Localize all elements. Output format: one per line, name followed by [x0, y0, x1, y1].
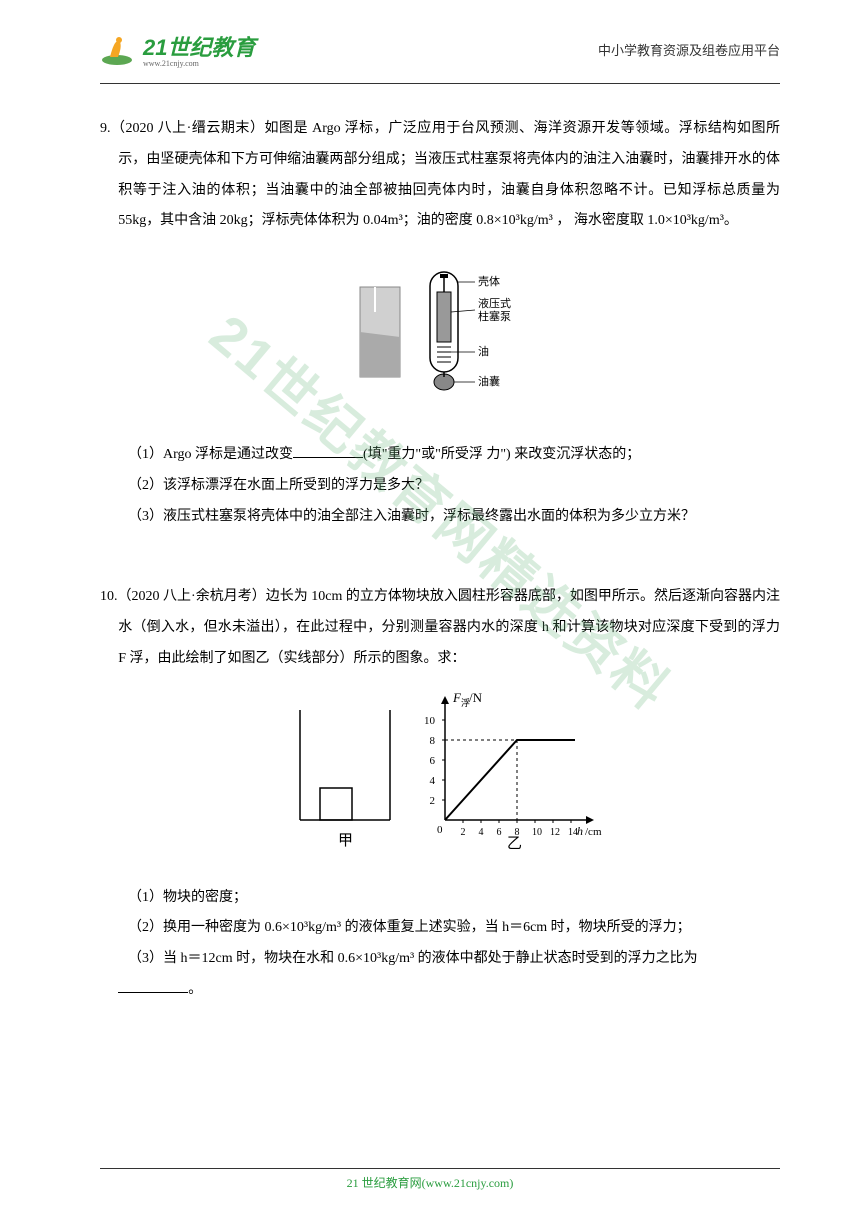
svg-text:液压式: 液压式	[478, 296, 511, 310]
q10-number: 10.	[100, 589, 118, 604]
q10-sub3-text: （3）当 h＝12cm 时，物块在水和 0.6×10³kg/m³ 的液体中都处于…	[128, 951, 698, 966]
q10-sub3-blank-line: 。	[100, 975, 780, 1006]
svg-text:/N: /N	[469, 690, 483, 705]
page-header: 21世纪教育 www.21cnjy.com 中小学教育资源及组卷应用平台	[0, 0, 860, 78]
footer-divider	[100, 1168, 780, 1169]
footer: 21 世纪教育网(www.21cnjy.com)	[0, 1168, 860, 1191]
footer-text: 21 世纪教育网(www.21cnjy.com)	[0, 1174, 860, 1191]
q10-blank	[118, 979, 188, 993]
q9-sub1-suffix: (填"重力"或"所受浮 力") 来改变沉浮状态的；	[363, 447, 640, 462]
q10-sub3: （3）当 h＝12cm 时，物块在水和 0.6×10³kg/m³ 的液体中都处于…	[100, 944, 780, 975]
svg-text:6: 6	[497, 827, 502, 838]
svg-text:/cm: /cm	[585, 826, 602, 838]
svg-text:壳体: 壳体	[478, 274, 500, 288]
q10-figure: 甲	[100, 690, 780, 868]
q9-sub3: （3）液压式柱塞泵将壳体中的油全部注入油囊时，浮标最终露出水面的体积为多少立方米…	[100, 502, 780, 533]
logo-icon	[100, 32, 135, 67]
svg-text:乙: 乙	[507, 836, 522, 852]
logo: 21世纪教育 www.21cnjy.com	[100, 30, 255, 68]
question-10: 10.（2020 八上·余杭月考）边长为 10cm 的立方体物块放入圆柱形容器底…	[100, 582, 780, 1005]
q9-intro: 如图是 Argo 浮标，广泛应用于台风预测、海洋资源开发等领域。浮标结构如图所示…	[118, 121, 780, 228]
svg-text:0: 0	[437, 824, 443, 836]
q10-text: 10.（2020 八上·余杭月考）边长为 10cm 的立方体物块放入圆柱形容器底…	[100, 582, 780, 674]
svg-text:8: 8	[430, 735, 436, 747]
svg-text:4: 4	[479, 827, 484, 838]
q10-sub3-suffix: 。	[188, 982, 202, 997]
q10-sub1: （1）物块的密度；	[100, 883, 780, 914]
header-right-text: 中小学教育资源及组卷应用平台	[598, 40, 780, 59]
logo-text: 21世纪教育	[143, 35, 255, 60]
q10-source: （2020 八上·余杭月考）	[118, 589, 266, 604]
q9-sub2: （2）该浮标漂浮在水面上所受到的浮力是多大？	[100, 471, 780, 502]
svg-text:柱塞泵: 柱塞泵	[478, 309, 511, 323]
content: 21世纪教育网精选资料 9.（2020 八上·缙云期末）如图是 Argo 浮标，…	[0, 84, 860, 1006]
q9-blank	[293, 444, 363, 458]
svg-text:10: 10	[424, 715, 436, 727]
svg-text:h: h	[577, 824, 583, 838]
q9-figure: 壳体 液压式 柱塞泵 油 油囊	[100, 252, 780, 425]
svg-text:12: 12	[550, 827, 560, 838]
svg-text:甲: 甲	[338, 833, 353, 849]
svg-text:油囊: 油囊	[478, 374, 500, 388]
q9-number: 9.	[100, 121, 111, 136]
q10-sub2: （2）换用一种密度为 0.6×10³kg/m³ 的液体重复上述实验，当 h＝6c…	[100, 913, 780, 944]
svg-text:2: 2	[430, 795, 436, 807]
logo-subtext: www.21cnjy.com	[143, 59, 255, 68]
svg-text:10: 10	[532, 827, 542, 838]
q9-sub1-prefix: （1）Argo 浮标是通过改变	[128, 447, 293, 462]
svg-text:6: 6	[430, 755, 436, 767]
svg-text:2: 2	[461, 827, 466, 838]
svg-text:4: 4	[430, 775, 436, 787]
q9-sub1: （1）Argo 浮标是通过改变 (填"重力"或"所受浮 力") 来改变沉浮状态的；	[100, 440, 780, 471]
q9-text: 9.（2020 八上·缙云期末）如图是 Argo 浮标，广泛应用于台风预测、海洋…	[100, 114, 780, 237]
question-9: 9.（2020 八上·缙云期末）如图是 Argo 浮标，广泛应用于台风预测、海洋…	[100, 114, 780, 532]
svg-text:油: 油	[478, 344, 489, 358]
logo-text-wrapper: 21世纪教育 www.21cnjy.com	[143, 30, 255, 68]
q9-source: （2020 八上·缙云期末）	[111, 121, 265, 136]
